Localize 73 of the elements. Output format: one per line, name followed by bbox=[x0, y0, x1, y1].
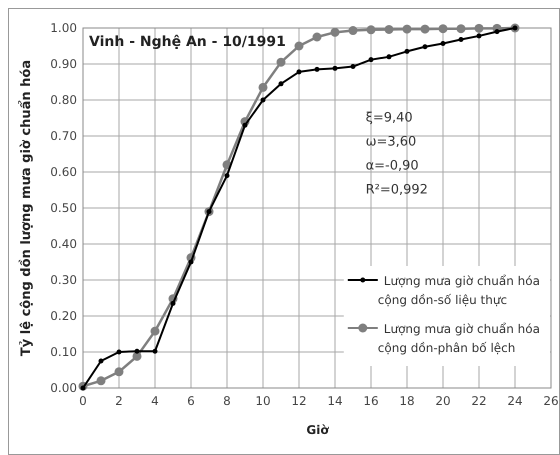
point bbox=[314, 66, 320, 72]
y-tick-label: 0.70 bbox=[50, 129, 77, 143]
x-tick-label: 16 bbox=[363, 394, 379, 408]
annotation: ξ=9,40 bbox=[366, 110, 413, 126]
y-tick-label: 0.00 bbox=[50, 381, 77, 395]
point bbox=[404, 48, 410, 54]
point bbox=[422, 44, 428, 50]
annotation: α=-0,90 bbox=[366, 158, 419, 174]
legend-label: Lượng mưa giờ chuẩn hóa cộng dồn-phân bố lệch bbox=[378, 322, 540, 355]
point bbox=[116, 350, 122, 354]
x-tick-label: 26 bbox=[543, 394, 559, 408]
point bbox=[330, 28, 340, 37]
point bbox=[96, 376, 106, 386]
point bbox=[188, 260, 194, 264]
point bbox=[384, 24, 394, 34]
point bbox=[242, 122, 248, 128]
point bbox=[474, 24, 484, 33]
point bbox=[312, 32, 322, 42]
y-tick-label: 0.40 bbox=[50, 237, 77, 251]
y-tick-label: 0.50 bbox=[50, 201, 77, 215]
y-tick-label: 0.80 bbox=[50, 93, 77, 107]
x-tick-label: 22 bbox=[471, 394, 487, 408]
x-tick-label: 20 bbox=[435, 394, 451, 408]
x-tick-label: 6 bbox=[187, 394, 195, 408]
point bbox=[258, 82, 268, 92]
point bbox=[296, 69, 302, 74]
point bbox=[402, 24, 412, 34]
point bbox=[456, 24, 466, 34]
x-tick-label: 10 bbox=[255, 394, 271, 408]
point bbox=[134, 348, 140, 354]
point bbox=[368, 57, 374, 62]
point bbox=[476, 33, 482, 38]
x-tick-label: 0 bbox=[79, 394, 87, 408]
point bbox=[98, 358, 104, 364]
point bbox=[132, 352, 142, 361]
point bbox=[438, 24, 448, 34]
x-tick-label: 8 bbox=[223, 394, 231, 408]
point bbox=[366, 25, 376, 34]
x-tick-label: 18 bbox=[399, 394, 415, 408]
annotation: ω=3,60 bbox=[366, 134, 416, 150]
y-tick-label: 0.20 bbox=[50, 309, 77, 323]
chart-title: Vinh - Nghệ An - 10/1991 bbox=[89, 34, 286, 50]
x-tick-label: 14 bbox=[327, 394, 343, 408]
point bbox=[348, 26, 358, 36]
point bbox=[170, 300, 176, 306]
point bbox=[114, 367, 124, 376]
x-axis-title: Giờ bbox=[306, 423, 330, 437]
point bbox=[276, 58, 286, 67]
point bbox=[224, 173, 230, 178]
point bbox=[260, 98, 266, 102]
legend-label: Lượng mưa giờ chuẩn hóa cộng dồn-số liệu thực bbox=[378, 274, 540, 307]
y-tick-label: 0.10 bbox=[50, 345, 77, 359]
point bbox=[278, 81, 284, 86]
x-tick-label: 4 bbox=[151, 394, 159, 408]
annotation: R²=0,992 bbox=[366, 182, 428, 198]
point bbox=[294, 42, 304, 50]
point bbox=[332, 66, 338, 71]
y-tick-label: 0.30 bbox=[50, 273, 77, 287]
y-tick-label: 0.90 bbox=[50, 57, 77, 71]
y-tick-label: 0.60 bbox=[50, 165, 77, 179]
point bbox=[458, 37, 464, 42]
point bbox=[150, 326, 160, 336]
point bbox=[440, 40, 446, 46]
point bbox=[152, 348, 158, 354]
y-tick-label: 1.00 bbox=[50, 21, 77, 35]
point bbox=[420, 24, 430, 34]
x-tick-label: 24 bbox=[507, 394, 523, 408]
point bbox=[494, 29, 500, 34]
x-tick-label: 12 bbox=[291, 394, 307, 408]
x-tick-label: 2 bbox=[115, 394, 123, 408]
point bbox=[386, 54, 392, 60]
point bbox=[350, 64, 356, 70]
y-axis-title: Tỷ lệ cộng dồn lượng mưa giờ chuẩn hóa bbox=[18, 60, 34, 356]
